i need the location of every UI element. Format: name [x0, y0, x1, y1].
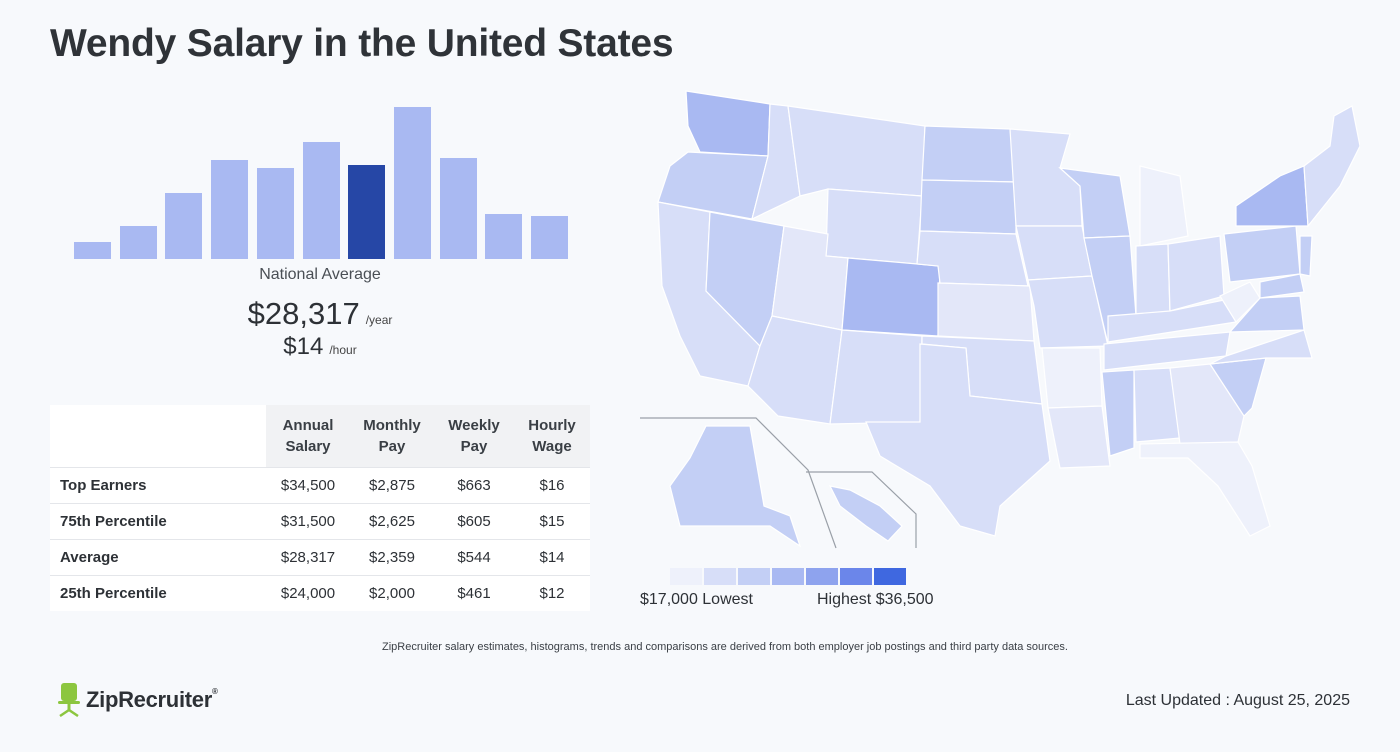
state-maryland[interactable] [1259, 273, 1305, 299]
state-mississippi[interactable] [1101, 369, 1135, 457]
state-kansas[interactable] [937, 282, 1035, 342]
histogram-bar[interactable] [348, 165, 386, 259]
histogram-bar[interactable] [485, 214, 523, 259]
table-cell: $2,000 [369, 584, 415, 602]
histogram-bar[interactable] [211, 160, 249, 259]
legend-swatch [772, 568, 804, 585]
legend-swatch [806, 568, 838, 585]
page-title: Wendy Salary in the United States [50, 22, 674, 65]
row-label: 25th Percentile [60, 584, 167, 602]
histogram-bar[interactable] [165, 193, 203, 259]
legend-swatch [840, 568, 872, 585]
salary-histogram [74, 100, 568, 259]
state-florida[interactable] [1139, 441, 1271, 537]
annual-average: $28,317/year [50, 296, 590, 332]
row-label: Top Earners [50, 467, 266, 504]
histogram-bar[interactable] [439, 158, 477, 259]
chair-icon [58, 683, 80, 717]
state-idaho[interactable] [751, 103, 801, 221]
salary-table: Annual Salary Monthly Pay Weekly Pay Hourly… [50, 405, 590, 611]
histogram-bar[interactable] [74, 242, 111, 259]
state-indiana[interactable] [1135, 243, 1171, 319]
table-cell: $14 [514, 539, 590, 576]
table-cell: $15 [514, 503, 590, 540]
table-header-annual: Annual Salary [266, 405, 350, 468]
national-average-label: National Average [259, 266, 381, 283]
hawaii-inset-border [806, 471, 917, 548]
table-cell: $663 [434, 467, 514, 504]
hourly-average: $14/hour [50, 333, 590, 361]
logo-wordmark: ZipRecruiter® [86, 687, 218, 712]
last-updated: Last Updated : August 25, 2025 [1125, 692, 1350, 709]
state-colorado[interactable] [841, 257, 941, 337]
state-north-carolina[interactable] [1209, 329, 1313, 365]
histogram-bar[interactable] [302, 142, 340, 259]
histogram-bar[interactable] [119, 226, 157, 259]
annual-unit: /year [365, 313, 393, 327]
table-header-row: Annual Salary Monthly Pay Weekly Pay Hourly… [50, 405, 590, 468]
histogram-bar[interactable] [256, 168, 294, 259]
state-pennsylvania[interactable] [1223, 225, 1301, 283]
state-hawaii[interactable] [828, 485, 903, 542]
state-texas[interactable] [865, 343, 1051, 537]
table-header-blank [50, 405, 266, 468]
table-cell: $28,317 [266, 539, 350, 576]
legend-swatch [738, 568, 770, 585]
state-ohio[interactable] [1167, 235, 1225, 312]
histogram-bar[interactable] [531, 216, 568, 259]
table-cell: $34,500 [266, 467, 350, 504]
map-legend [670, 568, 906, 585]
state-north-dakota[interactable] [921, 125, 1017, 183]
legend-highest-label: Highest $36,500 [817, 591, 934, 608]
state-new-england[interactable] [1303, 105, 1360, 228]
state-wyoming[interactable] [825, 188, 923, 265]
state-new-jersey[interactable] [1299, 235, 1313, 277]
legend-lowest-label: $17,000 Lowest [640, 591, 753, 608]
state-new-york[interactable] [1235, 165, 1309, 227]
us-salary-map [640, 90, 1360, 549]
state-iowa[interactable] [1015, 225, 1093, 281]
histogram-bar[interactable] [393, 107, 431, 259]
table-header-hourly: Hourly Wage [514, 405, 590, 468]
table-cell: $31,500 [266, 503, 350, 540]
table-cell: $16 [514, 467, 590, 504]
hourly-average-value: $14 [283, 333, 324, 360]
table-cell: $461 [457, 584, 491, 602]
table-cell: $2,875 [350, 467, 434, 504]
table-cell: $544 [434, 539, 514, 576]
state-washington[interactable] [685, 90, 771, 157]
state-michigan[interactable] [1139, 165, 1189, 247]
state-louisiana[interactable] [1047, 405, 1111, 469]
table-row: Top Earners $34,500 $2,875 $663 $16 [50, 467, 590, 504]
table-header-monthly: Monthly Pay [350, 405, 434, 468]
table-cell: $2,359 [350, 539, 434, 576]
state-missouri[interactable] [1027, 275, 1109, 349]
state-georgia[interactable] [1169, 363, 1245, 445]
state-arkansas[interactable] [1041, 347, 1103, 409]
state-virginia[interactable] [1228, 295, 1305, 333]
table-cell: $12 [539, 584, 565, 602]
table-row: 75th Percentile $31,500 $2,625 $605 $15 [50, 503, 590, 540]
alaska-inset-border [640, 417, 837, 549]
table-row: Average $28,317 $2,359 $544 $14 [50, 539, 590, 576]
annual-average-value: $28,317 [247, 296, 360, 331]
legend-swatch [874, 568, 906, 585]
state-montana[interactable] [787, 105, 926, 197]
state-south-dakota[interactable] [919, 179, 1017, 235]
disclaimer-text: ZipRecruiter salary estimates, histogram… [382, 641, 1068, 653]
table-cell: $24,000 [280, 584, 336, 602]
row-label: 75th Percentile [50, 503, 266, 540]
row-label: Average [50, 539, 266, 576]
state-new-mexico[interactable] [829, 329, 923, 425]
table-row: 25th Percentile $24,000 $2,000 $461 $12 [50, 575, 590, 611]
state-alaska[interactable] [669, 425, 802, 548]
legend-swatch [670, 568, 702, 585]
table-cell: $605 [434, 503, 514, 540]
legend-swatch [704, 568, 736, 585]
hourly-unit: /hour [329, 343, 357, 357]
table-cell: $2,625 [350, 503, 434, 540]
ziprecruiter-logo[interactable]: ZipRecruiter® [58, 683, 218, 717]
table-header-weekly: Weekly Pay [434, 405, 514, 468]
